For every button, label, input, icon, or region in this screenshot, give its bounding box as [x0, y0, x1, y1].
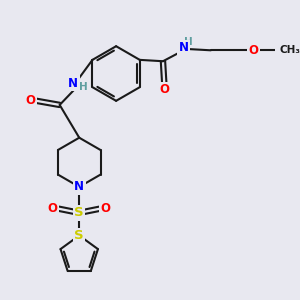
Text: O: O: [26, 94, 35, 107]
Text: H: H: [79, 82, 88, 92]
Text: S: S: [74, 206, 84, 219]
Text: N: N: [178, 41, 188, 54]
Text: O: O: [48, 202, 58, 215]
Text: H: H: [184, 37, 193, 47]
Text: N: N: [68, 76, 78, 90]
Text: S: S: [74, 229, 84, 242]
Text: N: N: [74, 180, 84, 194]
Text: O: O: [101, 202, 111, 215]
Text: O: O: [159, 83, 169, 96]
Text: O: O: [248, 44, 258, 57]
Text: CH₃: CH₃: [279, 45, 300, 55]
